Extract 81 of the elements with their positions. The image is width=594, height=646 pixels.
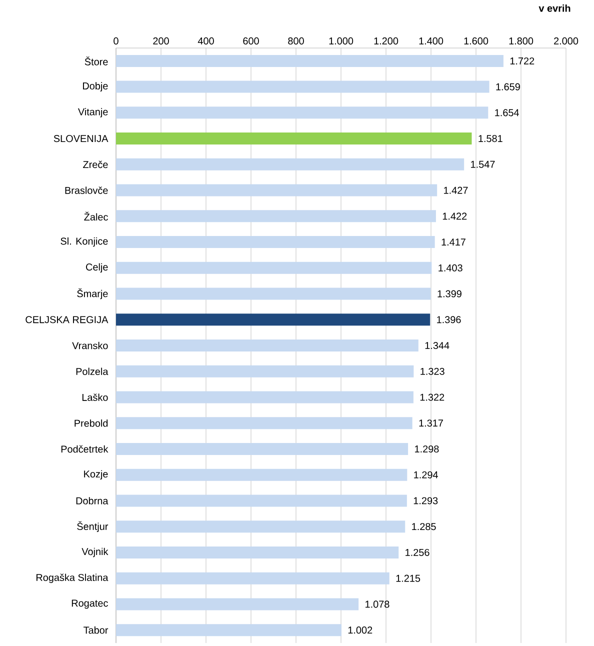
x-tick-label: 800 <box>288 37 304 44</box>
y-tick-label: Vojnik <box>82 548 108 558</box>
bar <box>116 546 399 558</box>
bar <box>116 417 412 430</box>
data-label: 1.417 <box>442 238 466 246</box>
x-tick-label: 0 <box>114 37 118 44</box>
y-tick-label: Štore <box>84 56 108 66</box>
bar <box>116 572 390 584</box>
data-label: 1.396 <box>437 316 461 324</box>
y-tick-label: Zreče <box>83 160 108 168</box>
data-label: 1.215 <box>396 574 420 582</box>
x-tick-label: 1.800 <box>509 37 534 44</box>
data-label: 1.422 <box>442 212 467 220</box>
data-label: 1.581 <box>478 135 502 142</box>
x-tick-label: 200 <box>153 37 169 44</box>
data-label: 1.654 <box>495 109 519 116</box>
data-label: 1.285 <box>412 523 436 530</box>
bar <box>116 106 488 119</box>
data-label: 1.002 <box>348 626 372 634</box>
y-tick-label: Laško <box>82 394 108 401</box>
y-tick-label: Šmarje <box>77 288 108 300</box>
data-label: 1.293 <box>414 497 438 504</box>
data-label: 1.317 <box>419 420 443 427</box>
bar <box>116 80 490 93</box>
y-tick-label: Prebold <box>74 419 108 427</box>
data-label: 1.403 <box>438 264 462 272</box>
bar <box>116 54 504 67</box>
y-tick-label: Tabor <box>84 626 108 634</box>
bar <box>116 262 432 274</box>
x-tick-label: 400 <box>198 37 214 44</box>
bar <box>116 158 464 170</box>
y-tick-label: Rogaška Slatina <box>36 574 108 583</box>
y-tick-label: Rogatec <box>72 600 108 609</box>
data-label: 1.322 <box>420 394 444 401</box>
y-tick-label: Vransko <box>72 342 108 350</box>
y-tick-label: Vitanje <box>78 108 108 118</box>
y-tick-label: Podčetrtek <box>61 445 108 453</box>
x-tick-label: 2.000 <box>554 37 578 44</box>
bar <box>116 468 408 481</box>
data-label: 1.344 <box>425 342 450 350</box>
bar <box>116 236 435 248</box>
bar <box>116 132 472 145</box>
x-axis-title: v evrih <box>538 4 570 12</box>
x-tick-label: 1.000 <box>329 37 354 44</box>
y-tick-label: Polzela <box>76 368 108 376</box>
x-tick-label: 1.600 <box>464 37 488 44</box>
data-label: 1.298 <box>415 445 439 453</box>
y-tick-label: SLOVENIJA <box>54 135 108 142</box>
y-tick-label: Šentjur <box>77 521 108 532</box>
bar <box>116 210 436 222</box>
y-tick-label: Kozje <box>84 470 108 480</box>
y-tick-label: Žalec <box>84 212 108 221</box>
y-tick-label: Dobrna <box>76 497 108 504</box>
x-tick-label: 1.200 <box>374 37 398 44</box>
data-label: 1.323 <box>420 368 444 375</box>
data-label: 1.722 <box>510 57 534 64</box>
data-label: 1.427 <box>444 186 468 194</box>
bar <box>116 314 430 326</box>
bar <box>116 391 414 404</box>
data-label: 1.294 <box>414 471 438 478</box>
data-label: 1.659 <box>496 83 520 90</box>
data-label: 1.399 <box>438 290 462 298</box>
y-tick-label: Braslovče <box>65 186 108 194</box>
bar <box>116 365 414 378</box>
data-label: 1.547 <box>471 160 495 168</box>
x-tick-label: 1.400 <box>419 37 444 44</box>
bar <box>116 184 438 196</box>
bar <box>116 288 431 300</box>
y-tick-label: CELJSKA REGIJA <box>26 316 108 324</box>
x-tick-label: 600 <box>243 37 259 44</box>
bar <box>116 598 359 610</box>
y-tick-label: Celje <box>86 263 108 273</box>
bar <box>116 494 407 507</box>
y-tick-label: Sl. Konjice <box>60 237 108 247</box>
bar <box>116 624 342 636</box>
bar <box>116 520 406 533</box>
bar <box>116 442 408 455</box>
bar <box>116 340 418 352</box>
data-label: 1.078 <box>366 600 390 608</box>
data-label: 1.256 <box>406 548 430 556</box>
y-tick-label: Dobje <box>83 82 108 92</box>
